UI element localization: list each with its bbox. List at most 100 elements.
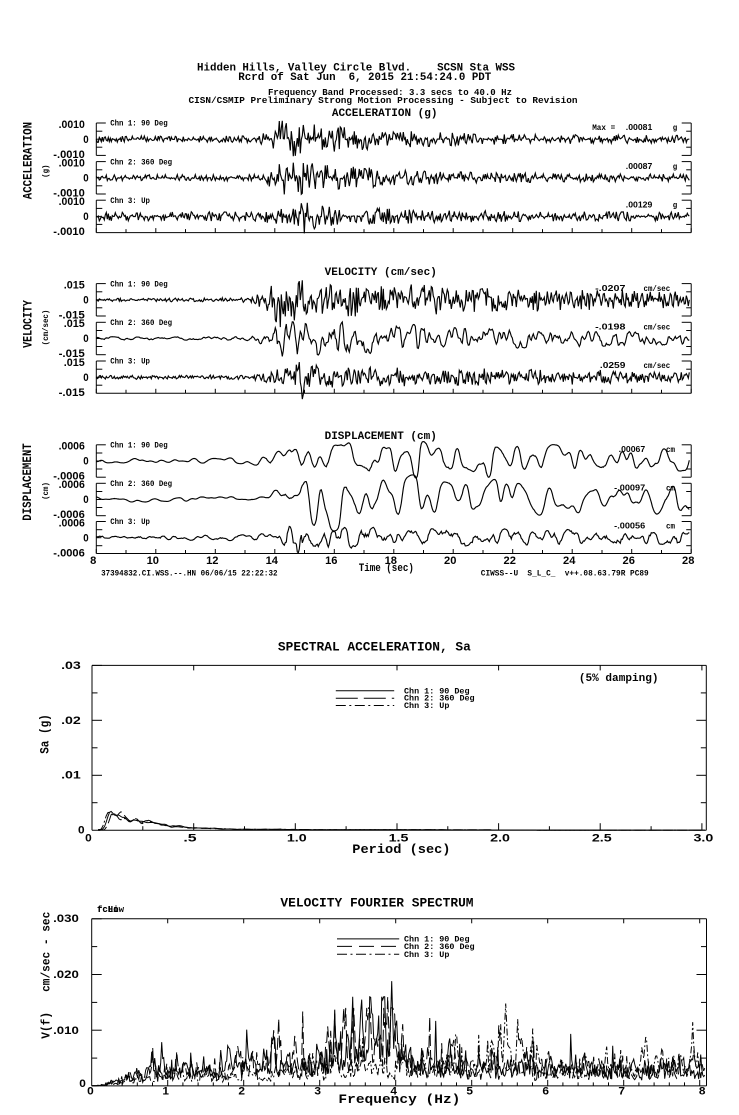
svg-text:-.0006: -.0006 (53, 471, 85, 483)
svg-text:Max =: Max = (592, 124, 615, 133)
svg-text:.015: .015 (64, 279, 85, 291)
svg-text:0: 0 (87, 1086, 94, 1098)
svg-text:(cm): (cm) (42, 482, 51, 500)
svg-text:3.0: 3.0 (694, 833, 714, 845)
svg-text:2.5: 2.5 (592, 833, 612, 845)
svg-text:Chn 3: Up: Chn 3: Up (110, 518, 150, 527)
svg-text:-.0010: -.0010 (53, 226, 85, 238)
svg-text:ACCELERATION (g): ACCELERATION (g) (332, 108, 438, 120)
svg-text:8: 8 (90, 555, 96, 567)
svg-text:1.0: 1.0 (287, 833, 307, 845)
svg-text:1: 1 (162, 1086, 169, 1098)
svg-text:0: 0 (83, 494, 88, 506)
svg-text:2.0: 2.0 (490, 833, 510, 845)
svg-text:cm: cm (666, 446, 675, 455)
svg-text:g: g (673, 163, 678, 172)
svg-text:-.015: -.015 (59, 387, 85, 399)
svg-text:fcHi: fcHi (97, 904, 119, 915)
svg-text:0: 0 (83, 333, 88, 345)
svg-text:cm/sec: cm/sec (644, 324, 671, 333)
svg-text:14: 14 (266, 555, 279, 567)
svg-text:-.0207: -.0207 (595, 284, 626, 293)
svg-text:CIWSS--U S_L_C_ v++.08.63.79: CIWSS--U S_L_C_ v++.08.63.79R PC89 (481, 570, 649, 579)
svg-text:3: 3 (314, 1086, 321, 1098)
svg-text:0: 0 (79, 1078, 86, 1090)
svg-text:0: 0 (85, 833, 92, 845)
svg-text:Chn 1: 90 Deg: Chn 1: 90 Deg (110, 442, 168, 451)
svg-text:(g): (g) (42, 165, 51, 178)
svg-text:Period (sec): Period (sec) (352, 842, 450, 857)
svg-text:-.0010: -.0010 (53, 149, 85, 161)
svg-text:-.00056: -.00056 (614, 522, 646, 531)
svg-text:Chn 2: 360 Deg: Chn 2: 360 Deg (110, 480, 172, 489)
svg-text:-.015: -.015 (59, 309, 85, 321)
svg-text:7: 7 (618, 1086, 625, 1098)
svg-text:0: 0 (83, 172, 88, 184)
svg-text:22: 22 (504, 555, 516, 567)
svg-text:0: 0 (83, 456, 88, 468)
svg-text:.01: .01 (61, 770, 81, 782)
svg-text:.010: .010 (53, 1025, 79, 1037)
svg-text:0: 0 (83, 294, 88, 306)
svg-text:.02: .02 (61, 715, 81, 727)
svg-text:.0010: .0010 (59, 196, 85, 208)
svg-text:18: 18 (385, 555, 397, 567)
svg-text:.0010: .0010 (59, 119, 85, 131)
svg-text:Chn 3: Up: Chn 3: Up (110, 358, 150, 367)
svg-text:Chn 3: Up: Chn 3: Up (404, 950, 449, 960)
svg-text:.00087: .00087 (626, 162, 653, 171)
svg-text:Frequency Band Processed: 3.3: Frequency Band Processed: 3.3 secs to 40… (268, 87, 512, 98)
svg-text:Chn 1: 90 Deg: Chn 1: 90 Deg (404, 686, 470, 696)
svg-text:24: 24 (563, 555, 576, 567)
svg-text:12: 12 (206, 555, 218, 567)
svg-text:-.00097: -.00097 (614, 484, 646, 493)
svg-text:0: 0 (83, 211, 88, 223)
svg-text:37394832.CI.WSS.--.HN 06/06/15: 37394832.CI.WSS.--.HN 06/06/15 22:22:32 (101, 570, 278, 579)
svg-text:6: 6 (542, 1086, 549, 1098)
svg-text:-.0006: -.0006 (53, 547, 85, 559)
svg-text:cm/sec: cm/sec (644, 285, 671, 294)
svg-text:Chn 2: 360 Deg: Chn 2: 360 Deg (110, 319, 172, 328)
svg-text:DISPLACEMENT: DISPLACEMENT (21, 443, 35, 521)
svg-text:.0006: .0006 (59, 441, 85, 453)
svg-text:VELOCITY FOURIER SPECTRUM: VELOCITY FOURIER SPECTRUM (280, 896, 473, 911)
svg-text:ACCELERATION: ACCELERATION (22, 122, 36, 199)
svg-text:.030: .030 (53, 913, 79, 925)
svg-text:.0010: .0010 (59, 157, 85, 169)
svg-text:CISN/CSMIP Preliminary Strong: CISN/CSMIP Preliminary Strong Motion Pro… (189, 95, 578, 106)
svg-text:Hidden Hills, Valley Circle Bl: Hidden Hills, Valley Circle Blvd. SCSN S… (197, 63, 515, 75)
svg-text:Time (sec): Time (sec) (359, 563, 414, 575)
svg-text:V(f) cm/sec - sec: V(f) cm/sec - sec (41, 912, 54, 1039)
svg-text:cm: cm (666, 523, 675, 532)
svg-text:.03: .03 (61, 660, 81, 672)
svg-text:-.015: -.015 (59, 348, 85, 360)
svg-text:20: 20 (444, 555, 456, 567)
svg-text:0: 0 (83, 532, 88, 544)
svg-text:(cm/sec): (cm/sec) (42, 310, 51, 346)
svg-text:-.0006: -.0006 (53, 509, 85, 521)
svg-text:26: 26 (623, 555, 635, 567)
svg-text:16: 16 (325, 555, 337, 567)
svg-text:2: 2 (238, 1086, 245, 1098)
svg-text:Chn 1: 90 Deg: Chn 1: 90 Deg (404, 935, 470, 945)
svg-text:Rcrd of Sat Jun 6, 2015 21:54: Rcrd of Sat Jun 6, 2015 21:54:24.0 PDT (238, 72, 491, 84)
svg-text:.00081: .00081 (626, 123, 653, 132)
svg-text:Chn 2: 360 Deg: Chn 2: 360 Deg (110, 158, 172, 167)
svg-text:.015: .015 (64, 318, 85, 330)
svg-text:28: 28 (682, 555, 694, 567)
svg-text:.0006: .0006 (59, 479, 85, 491)
svg-text:1.5: 1.5 (389, 833, 409, 845)
svg-text:g: g (673, 124, 678, 133)
svg-text:.00129: .00129 (626, 200, 653, 209)
svg-text:g: g (673, 201, 678, 210)
svg-text:.5: .5 (183, 833, 196, 845)
svg-text:Chn 3: Up: Chn 3: Up (404, 701, 449, 711)
svg-text:.020: .020 (53, 969, 79, 981)
svg-text:cm/sec: cm/sec (644, 362, 671, 371)
svg-text:Chn 2: 360 Deg: Chn 2: 360 Deg (404, 942, 475, 952)
svg-text:Sa (g): Sa (g) (39, 714, 53, 754)
svg-text:VELOCITY: VELOCITY (22, 300, 36, 348)
svg-text:8: 8 (699, 1086, 706, 1098)
svg-text:4: 4 (390, 1086, 397, 1098)
svg-text:.015: .015 (64, 357, 85, 369)
